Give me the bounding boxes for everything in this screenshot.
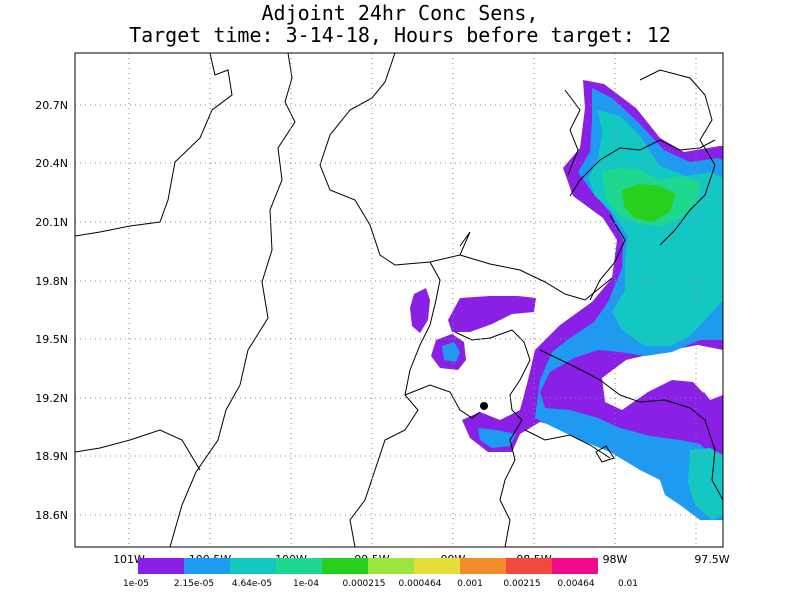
colorbar-label: 0.001 bbox=[457, 579, 483, 589]
colorbar-label: 0.000215 bbox=[343, 579, 386, 589]
colorbar-swatch bbox=[506, 558, 552, 574]
target-marker bbox=[480, 402, 488, 410]
lat-tick-label: 18.6N bbox=[35, 509, 68, 522]
field-purple-west-2 bbox=[448, 296, 536, 332]
field-teal-south bbox=[688, 448, 723, 520]
colorbar-label: 0.00464 bbox=[557, 579, 594, 589]
colorbar-labels: 1e-05 2.15e-05 4.64e-05 1e-04 0.000215 0… bbox=[123, 579, 638, 589]
field-purple-west-1 bbox=[410, 288, 430, 333]
chart-title-line-1: Adjoint 24hr Conc Sens, bbox=[261, 1, 539, 25]
boundary-line bbox=[564, 89, 581, 176]
boundary-line bbox=[75, 429, 201, 471]
boundary-line bbox=[569, 139, 716, 197]
lat-tick-label: 20.7N bbox=[35, 99, 68, 112]
lat-axis: 20.7N 20.4N 20.1N 19.8N 19.5N 19.2N 18.9… bbox=[35, 99, 68, 522]
colorbar-swatch bbox=[414, 558, 460, 574]
lon-tick-label: 98W bbox=[603, 553, 628, 566]
boundary-line bbox=[404, 384, 481, 419]
colorbar-label: 0.00215 bbox=[503, 579, 540, 589]
colorbar-swatch bbox=[276, 558, 322, 574]
boundary-line bbox=[319, 53, 471, 266]
plot-frame bbox=[74, 52, 724, 548]
lat-tick-label: 20.4N bbox=[35, 157, 68, 170]
lon-tick-label: 97.5W bbox=[694, 553, 729, 566]
sensitivity-field bbox=[410, 80, 723, 520]
field-blue-south bbox=[478, 428, 516, 448]
boundary-line bbox=[595, 445, 615, 463]
field-green bbox=[622, 184, 676, 222]
colorbar-label: 1e-04 bbox=[293, 579, 319, 589]
color-bar bbox=[138, 558, 598, 574]
field-blue-west-3 bbox=[442, 342, 460, 362]
gridlines bbox=[75, 53, 723, 547]
lat-tick-label: 18.9N bbox=[35, 450, 68, 463]
colorbar-label: 2.15e-05 bbox=[174, 579, 214, 589]
colorbar-label: 0.01 bbox=[618, 579, 638, 589]
lon-tick-label: 101W bbox=[113, 553, 145, 566]
colorbar-swatch bbox=[184, 558, 230, 574]
boundary-line bbox=[589, 214, 626, 301]
state-boundaries bbox=[75, 53, 723, 547]
chart-title-line-2: Target time: 3-14-18, Hours before targe… bbox=[129, 23, 671, 47]
colorbar-swatch bbox=[552, 558, 598, 574]
colorbar-swatch bbox=[368, 558, 414, 574]
boundary-line bbox=[539, 349, 723, 501]
boundary-line bbox=[75, 53, 233, 237]
boundary-line bbox=[454, 329, 531, 547]
colorbar-swatch bbox=[138, 558, 184, 574]
lat-tick-label: 19.5N bbox=[35, 333, 68, 346]
lat-tick-label: 19.2N bbox=[35, 392, 68, 405]
colorbar-swatch bbox=[230, 558, 276, 574]
boundary-line bbox=[524, 429, 611, 459]
lat-tick-label: 20.1N bbox=[35, 216, 68, 229]
colorbar-swatch bbox=[322, 558, 368, 574]
boundary-line bbox=[639, 69, 716, 246]
colorbar-swatch bbox=[460, 558, 506, 574]
colorbar-label: 1e-05 bbox=[123, 579, 149, 589]
field-gap bbox=[602, 345, 723, 410]
boundary-line bbox=[169, 53, 296, 547]
boundary-line bbox=[459, 254, 613, 301]
lat-tick-label: 19.8N bbox=[35, 275, 68, 288]
boundary-line bbox=[349, 261, 441, 547]
colorbar-label: 0.000464 bbox=[399, 579, 442, 589]
colorbar-label: 4.64e-05 bbox=[232, 579, 272, 589]
